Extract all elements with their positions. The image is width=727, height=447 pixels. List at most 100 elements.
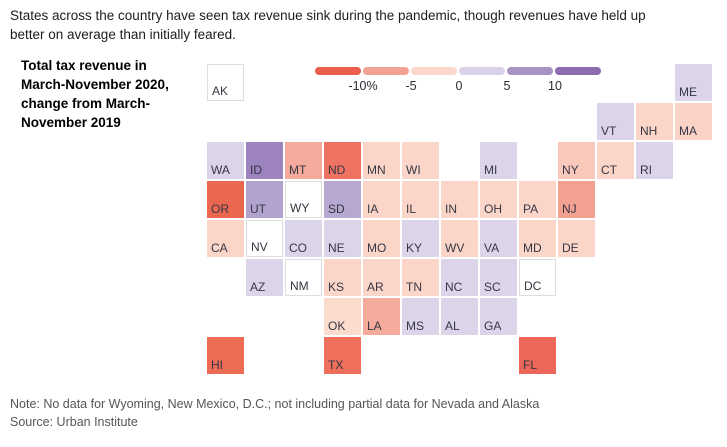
legend-pill-0	[315, 67, 361, 75]
state-tile-IA[interactable]: IA	[363, 181, 400, 218]
legend-tick-label: 0	[455, 79, 463, 93]
state-tile-VA[interactable]: VA	[480, 220, 517, 257]
state-label: UT	[250, 202, 266, 216]
legend-color-pills	[315, 67, 603, 75]
state-tile-CA[interactable]: CA	[207, 220, 244, 257]
state-label: IL	[406, 202, 417, 216]
state-tile-MI[interactable]: MI	[480, 142, 517, 179]
state-tile-MA[interactable]: MA	[675, 103, 712, 140]
state-label: TN	[406, 280, 422, 294]
state-label: ND	[328, 163, 346, 177]
state-tile-NH[interactable]: NH	[636, 103, 673, 140]
state-label: MT	[289, 163, 307, 177]
state-tile-AL[interactable]: AL	[441, 298, 478, 335]
state-tile-WI[interactable]: WI	[402, 142, 439, 179]
state-tile-IN[interactable]: IN	[441, 181, 478, 218]
state-tile-NC[interactable]: NC	[441, 259, 478, 296]
state-label: VA	[484, 241, 500, 255]
state-label: CO	[289, 241, 307, 255]
state-tile-AK[interactable]: AK	[207, 64, 244, 101]
state-label: WI	[406, 163, 421, 177]
state-label: MI	[484, 163, 498, 177]
state-tile-FL[interactable]: FL	[519, 337, 556, 374]
state-tile-SD[interactable]: SD	[324, 181, 361, 218]
state-tile-NV[interactable]: NV	[246, 220, 283, 257]
state-tile-DC[interactable]: DC	[519, 259, 556, 296]
state-label: AR	[367, 280, 384, 294]
state-label: WV	[445, 241, 465, 255]
state-label: NE	[328, 241, 345, 255]
state-tile-HI[interactable]: HI	[207, 337, 244, 374]
state-tile-VT[interactable]: VT	[597, 103, 634, 140]
state-tile-OH[interactable]: OH	[480, 181, 517, 218]
footnote: Note: No data for Wyoming, New Mexico, D…	[10, 397, 540, 411]
state-tile-PA[interactable]: PA	[519, 181, 556, 218]
state-tile-ID[interactable]: ID	[246, 142, 283, 179]
state-tile-NM[interactable]: NM	[285, 259, 322, 296]
state-tile-grid: AK ME VT NH MA WA ID MT ND MN WI MI NY CT RI OR UT WY SD IA…	[207, 64, 717, 376]
state-label: NC	[445, 280, 463, 294]
state-tile-NE[interactable]: NE	[324, 220, 361, 257]
state-label: OR	[211, 202, 229, 216]
state-tile-GA[interactable]: GA	[480, 298, 517, 335]
state-label: CT	[601, 163, 617, 177]
state-tile-TN[interactable]: TN	[402, 259, 439, 296]
legend-pill-4	[507, 67, 553, 75]
state-tile-UT[interactable]: UT	[246, 181, 283, 218]
state-tile-TX[interactable]: TX	[324, 337, 361, 374]
state-tile-RI[interactable]: RI	[636, 142, 673, 179]
state-tile-NY[interactable]: NY	[558, 142, 595, 179]
state-tile-NJ[interactable]: NJ	[558, 181, 595, 218]
color-legend: -10% -5 0 5 10	[315, 67, 615, 99]
state-label: KS	[328, 280, 345, 294]
legend-axis-labels: -10% -5 0 5 10	[315, 79, 615, 95]
state-label: VT	[601, 124, 617, 138]
state-tile-AR[interactable]: AR	[363, 259, 400, 296]
state-tile-WA[interactable]: WA	[207, 142, 244, 179]
state-tile-IL[interactable]: IL	[402, 181, 439, 218]
state-label: NM	[290, 279, 309, 293]
intro-text: States across the country have seen tax …	[10, 8, 646, 42]
state-label: OK	[328, 319, 346, 333]
state-tile-OR[interactable]: OR	[207, 181, 244, 218]
state-tile-MD[interactable]: MD	[519, 220, 556, 257]
state-label: MD	[523, 241, 542, 255]
state-tile-SC[interactable]: SC	[480, 259, 517, 296]
state-tile-KY[interactable]: KY	[402, 220, 439, 257]
state-tile-LA[interactable]: LA	[363, 298, 400, 335]
state-tile-DE[interactable]: DE	[558, 220, 595, 257]
state-label: PA	[523, 202, 539, 216]
source-line: Source: Urban Institute	[10, 415, 138, 429]
state-tile-ND[interactable]: ND	[324, 142, 361, 179]
state-label: DE	[562, 241, 579, 255]
state-label: NJ	[562, 202, 577, 216]
state-label: MA	[679, 124, 697, 138]
state-tile-MN[interactable]: MN	[363, 142, 400, 179]
state-label: MN	[367, 163, 386, 177]
state-label: AK	[212, 84, 229, 98]
state-label: CA	[211, 241, 228, 255]
legend-pill-3	[459, 67, 505, 75]
legend-tick-label: 5	[503, 79, 511, 93]
state-tile-OK[interactable]: OK	[324, 298, 361, 335]
state-label: HI	[211, 358, 223, 372]
state-tile-CO[interactable]: CO	[285, 220, 322, 257]
state-label: KY	[406, 241, 423, 255]
state-tile-MO[interactable]: MO	[363, 220, 400, 257]
state-label: NH	[640, 124, 658, 138]
state-label: TX	[328, 358, 344, 372]
state-label: DC	[524, 279, 542, 293]
state-tile-WY[interactable]: WY	[285, 181, 322, 218]
state-tile-WV[interactable]: WV	[441, 220, 478, 257]
state-tile-KS[interactable]: KS	[324, 259, 361, 296]
state-tile-MT[interactable]: MT	[285, 142, 322, 179]
legend-tick-label: -10%	[348, 79, 378, 93]
state-label: IN	[445, 202, 457, 216]
state-tile-AZ[interactable]: AZ	[246, 259, 283, 296]
state-tile-ME[interactable]: ME	[675, 64, 712, 101]
state-label: WY	[290, 201, 310, 215]
legend-tick-label: 10	[548, 79, 562, 93]
state-tile-MS[interactable]: MS	[402, 298, 439, 335]
state-tile-CT[interactable]: CT	[597, 142, 634, 179]
